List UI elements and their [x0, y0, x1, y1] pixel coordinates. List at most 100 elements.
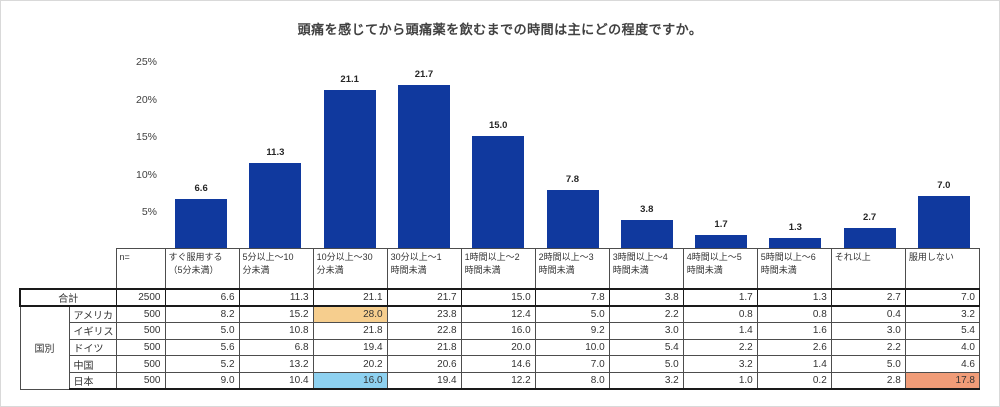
cell-value: 3.2 — [608, 372, 684, 391]
cell-value: 5.4 — [608, 338, 684, 357]
table-row: 合計 2500 6.6 11.3 21.1 21.7 15.0 7.8 3.8 1.7 1.3 2.7… — [19, 287, 981, 307]
table-header: n= すぐ服用する （5分未満） 5分以上～10 分未満 10分以上～30 分未満 30分以… — [20, 248, 981, 289]
cell-value: 10.4 — [238, 372, 314, 391]
cell-value: 15.2 — [238, 305, 314, 323]
cell-value: 3.0 — [608, 321, 684, 340]
y-tick-label: 25% — [135, 56, 157, 68]
table-row: 日本 500 9.0 10.4 16.0 19.4 12.2 8.0 3.2 1.0 0.2 2.8 1… — [20, 372, 981, 391]
cell-value: 2.2 — [830, 338, 906, 357]
cell-value: 1.4 — [682, 321, 758, 340]
header-line: 4時間以上～5 — [686, 252, 742, 262]
cell-value: 2.7 — [830, 287, 906, 307]
bar — [175, 198, 228, 248]
cell-value: 5.0 — [608, 355, 684, 374]
cell-value: 6.6 — [164, 287, 240, 307]
cell-value: 5.2 — [164, 355, 240, 374]
row-label-total: 合計 — [19, 287, 117, 307]
cell-value: 20.2 — [312, 355, 388, 374]
cell-value: 8.2 — [164, 305, 240, 323]
header-line: 1時間以上～2 — [464, 252, 520, 262]
cell-value: 19.4 — [386, 372, 462, 391]
highlighted-cell: 16.0 — [312, 372, 388, 391]
chart-title: 頭痛を感じてから頭痛薬を飲むまでの時間は主にどの程度ですか。 — [297, 22, 703, 37]
n-value: 500 — [115, 355, 166, 374]
bar-value-label: 1.7 — [714, 219, 728, 231]
bar-value-label: 21.7 — [414, 69, 434, 81]
cell-value: 7.0 — [534, 355, 610, 374]
bar-value-label: 1.3 — [788, 222, 802, 234]
cell-value: 3.2 — [682, 355, 758, 374]
results-table: n= すぐ服用する （5分未満） 5分以上～10 分未満 10分以上～30 分未満 30分以… — [19, 248, 981, 391]
cell-value: 6.8 — [238, 338, 314, 357]
y-tick-label: 20% — [135, 93, 157, 106]
table-header-cell: 4時間以上～5 時間未満 — [682, 248, 758, 289]
header-line: 時間未満 — [760, 265, 797, 276]
row-label: 中国 — [68, 355, 117, 374]
cell-value: 1.6 — [756, 321, 832, 340]
row-group-label: 国別 — [19, 305, 70, 390]
cell-value: 13.2 — [238, 355, 314, 374]
cell-value: 1.7 — [682, 287, 758, 307]
cell-value: 10.8 — [238, 321, 314, 340]
cell-value: 5.4 — [904, 321, 981, 340]
table-header-cell: 5時間以上～6 時間未満 — [756, 248, 832, 289]
table-row: ドイツ 500 5.6 6.8 19.4 21.8 20.0 10.0 5.4 2.2 2.6 2.2… — [20, 338, 981, 357]
table-header-cell: すぐ服用する （5分未満） — [164, 248, 240, 289]
header-line: 時間未満 — [464, 265, 501, 276]
header-line: 3時間以上～4 — [612, 252, 668, 262]
bar — [472, 135, 525, 248]
table-body: 合計 2500 6.6 11.3 21.1 21.7 15.0 7.8 3.8 1.7 1.3 2.7… — [19, 287, 981, 391]
n-header-cell: n= — [115, 248, 166, 289]
cell-value: 12.2 — [460, 372, 536, 391]
cell-value: 3.8 — [608, 287, 684, 307]
cell-value: 22.8 — [386, 321, 462, 340]
header-line: それ以上 — [834, 252, 871, 262]
row-label: ドイツ — [68, 338, 117, 357]
cell-value: 5.0 — [164, 321, 240, 340]
cell-value: 0.8 — [682, 305, 758, 323]
bar-plot: 6.6 11.3 21.1 21.7 15.0 7.8 3.8 1.7 1.3 2.7 7.0 — [164, 1, 981, 248]
cell-value: 0.8 — [756, 305, 832, 323]
cell-value: 9.0 — [164, 372, 240, 391]
cell-value: 0.4 — [830, 305, 906, 323]
cell-value: 12.4 — [460, 305, 536, 323]
cell-value: 20.0 — [460, 338, 536, 357]
header-line: 5時間以上～6 — [760, 252, 816, 262]
cell-value: 7.0 — [904, 287, 981, 307]
header-line: 時間未満 — [390, 265, 427, 276]
cell-value: 7.8 — [534, 287, 610, 307]
cell-value: 23.8 — [386, 305, 462, 323]
bar-value-label: 15.0 — [488, 119, 508, 131]
header-line: 10分以上～30 — [316, 252, 373, 262]
cell-value: 2.2 — [608, 305, 684, 323]
cell-value: 5.6 — [164, 338, 240, 357]
table-header-cell: 3時間以上～4 時間未満 — [608, 248, 684, 289]
bar — [769, 238, 822, 248]
bar-value-label: 11.3 — [266, 147, 285, 159]
table-row: 国別 アメリカ 500 8.2 15.2 28.0 23.8 12.4 5.0 2.2 0.8 0.8… — [19, 305, 981, 390]
n-value: 500 — [115, 321, 166, 340]
table-header-cell: 2時間以上～3 時間未満 — [534, 248, 610, 289]
cell-value: 2.2 — [682, 338, 758, 357]
y-axis: 25% 20% 15% 10% 5% — [119, 1, 157, 248]
header-line: 5分以上～10 — [242, 252, 294, 262]
n-value: 500 — [115, 338, 166, 357]
header-line: 時間未満 — [612, 265, 649, 276]
row-label: アメリカ — [68, 305, 117, 323]
cell-value: 1.3 — [756, 287, 832, 307]
cell-value: 11.3 — [238, 287, 314, 307]
row-label: イギリス — [68, 321, 117, 340]
cell-value: 14.6 — [460, 355, 536, 374]
n-value: 500 — [115, 305, 166, 323]
cell-value: 15.0 — [460, 287, 536, 307]
bar-value-label: 2.7 — [862, 211, 877, 223]
cell-value: 5.0 — [534, 305, 610, 323]
bar — [397, 85, 450, 248]
table-row: 中国 500 5.2 13.2 20.2 20.6 14.6 7.0 5.0 3.2 1.4 5.0 4… — [20, 355, 981, 374]
cell-value: 3.2 — [904, 305, 981, 323]
cell-value: 19.4 — [312, 338, 388, 357]
y-tick-label: 5% — [141, 206, 157, 218]
table-header-cell: 5分以上～10 分未満 — [238, 248, 314, 289]
table-header-cell: 30分以上～1 時間未満 — [386, 248, 462, 289]
